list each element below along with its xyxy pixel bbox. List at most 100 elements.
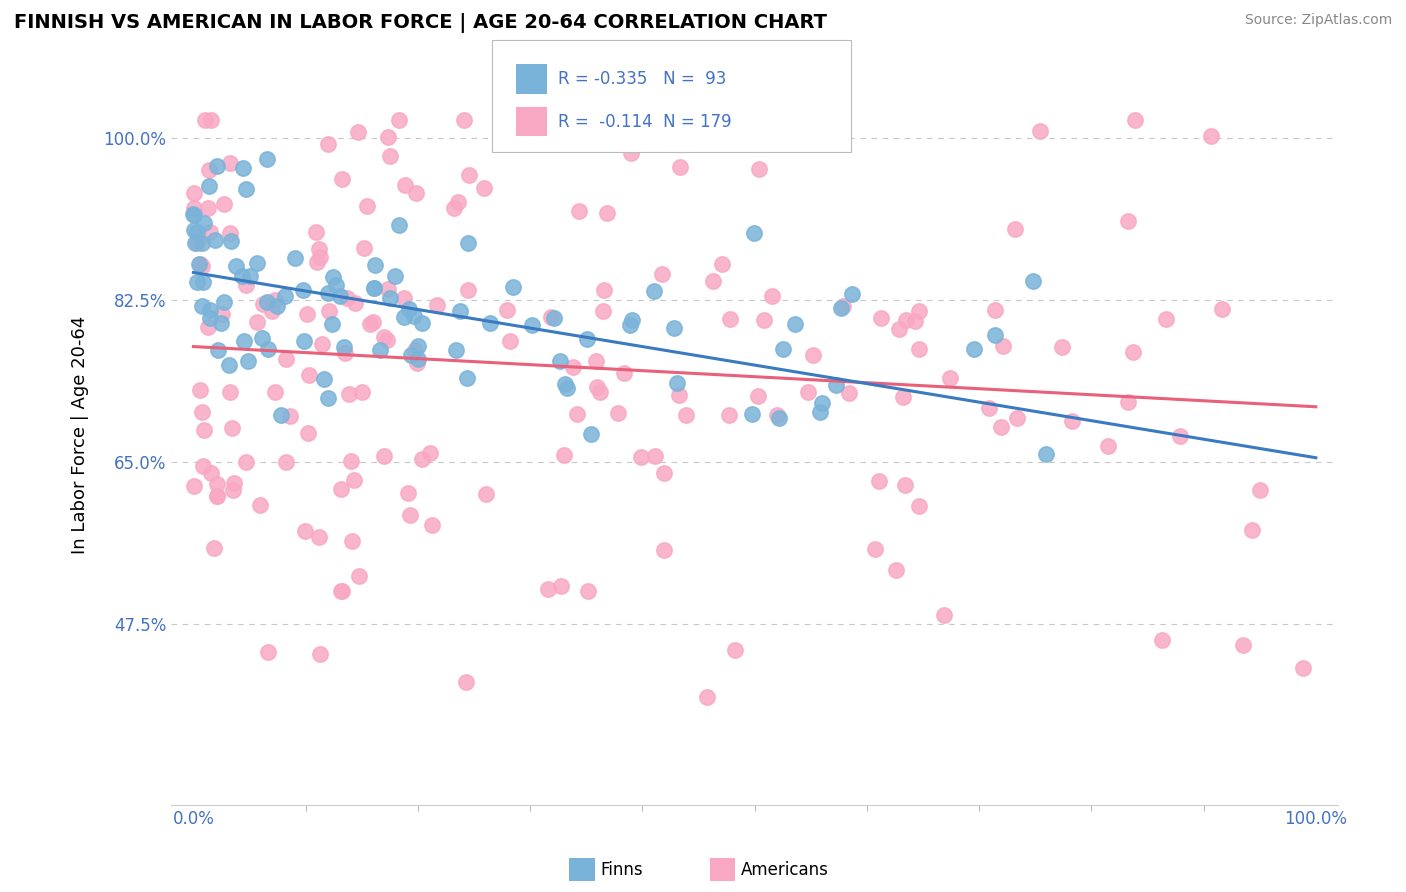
Point (346, 126, 368, 140)
Point (353, 241, 375, 255)
Point (384, 268, 406, 283)
Point (405, 186, 427, 201)
Point (718, 312, 741, 326)
Point (190, 235, 212, 250)
Point (443, 201, 465, 215)
Point (595, 206, 617, 220)
Point (207, 490, 229, 504)
Point (606, 406, 628, 420)
Point (274, 289, 297, 303)
Point (239, 268, 262, 283)
Point (932, 607, 955, 622)
Point (825, 378, 848, 392)
Point (186, 225, 208, 239)
Point (1035, 447, 1057, 461)
Point (333, 346, 356, 360)
Point (330, 583, 353, 598)
Point (589, 384, 612, 399)
Point (276, 351, 298, 366)
Point (1292, 661, 1315, 675)
Point (550, 579, 572, 593)
Point (235, 182, 257, 196)
Point (292, 334, 315, 349)
Point (1029, 124, 1052, 138)
Point (838, 385, 860, 400)
Point (219, 156, 242, 170)
Point (579, 427, 602, 442)
Point (264, 384, 287, 399)
Point (249, 498, 271, 512)
Point (197, 320, 219, 334)
Point (322, 269, 344, 284)
Point (347, 569, 370, 583)
Point (183, 222, 205, 236)
Point (710, 257, 733, 271)
Point (232, 161, 254, 175)
Point (702, 274, 724, 288)
Point (832, 299, 855, 313)
Point (1211, 302, 1233, 317)
Point (593, 283, 616, 297)
Point (308, 530, 330, 544)
Point (1116, 394, 1139, 409)
Point (235, 455, 257, 469)
Point (772, 343, 794, 357)
Point (184, 235, 207, 250)
Point (870, 311, 893, 326)
Point (908, 342, 931, 356)
Point (308, 242, 330, 256)
Point (540, 310, 562, 324)
Point (191, 275, 214, 289)
Point (392, 310, 415, 324)
Point (983, 303, 1005, 318)
Point (274, 455, 297, 469)
Point (543, 311, 565, 326)
Point (373, 330, 395, 344)
Point (399, 508, 422, 522)
Point (761, 289, 783, 303)
Point (225, 259, 247, 273)
Point (305, 255, 328, 269)
Point (537, 582, 560, 596)
Text: FINNISH VS AMERICAN IN LABOR FORCE | AGE 20-64 CORRELATION CHART: FINNISH VS AMERICAN IN LABOR FORCE | AGE… (14, 13, 827, 33)
Point (188, 257, 211, 271)
Point (377, 282, 399, 296)
Point (1097, 440, 1119, 454)
Point (204, 233, 226, 247)
Point (406, 356, 429, 370)
Point (266, 299, 288, 313)
Point (183, 186, 205, 200)
Point (696, 690, 718, 704)
Point (222, 483, 245, 497)
Point (896, 313, 918, 327)
Point (329, 482, 352, 496)
Point (1249, 483, 1271, 497)
Point (294, 524, 316, 539)
Point (586, 380, 609, 394)
Point (340, 533, 363, 548)
Point (457, 283, 479, 297)
Point (212, 294, 235, 309)
Point (207, 477, 229, 491)
Point (262, 304, 284, 318)
Point (212, 197, 235, 211)
Text: Source: ZipAtlas.com: Source: ZipAtlas.com (1244, 13, 1392, 28)
Point (630, 450, 652, 465)
Point (388, 218, 411, 232)
Point (652, 542, 675, 557)
Text: R =  -0.114  N = 179: R = -0.114 N = 179 (558, 112, 731, 131)
Point (411, 452, 433, 467)
Point (373, 449, 395, 463)
Point (308, 251, 330, 265)
Point (785, 317, 807, 331)
Point (350, 384, 373, 399)
Point (405, 343, 427, 357)
Point (801, 348, 824, 362)
Point (553, 448, 575, 462)
Text: R = -0.335   N =  93: R = -0.335 N = 93 (558, 70, 727, 88)
Point (1116, 214, 1139, 228)
Point (193, 215, 215, 229)
Point (478, 316, 501, 330)
Point (270, 408, 292, 422)
Point (1060, 414, 1083, 428)
